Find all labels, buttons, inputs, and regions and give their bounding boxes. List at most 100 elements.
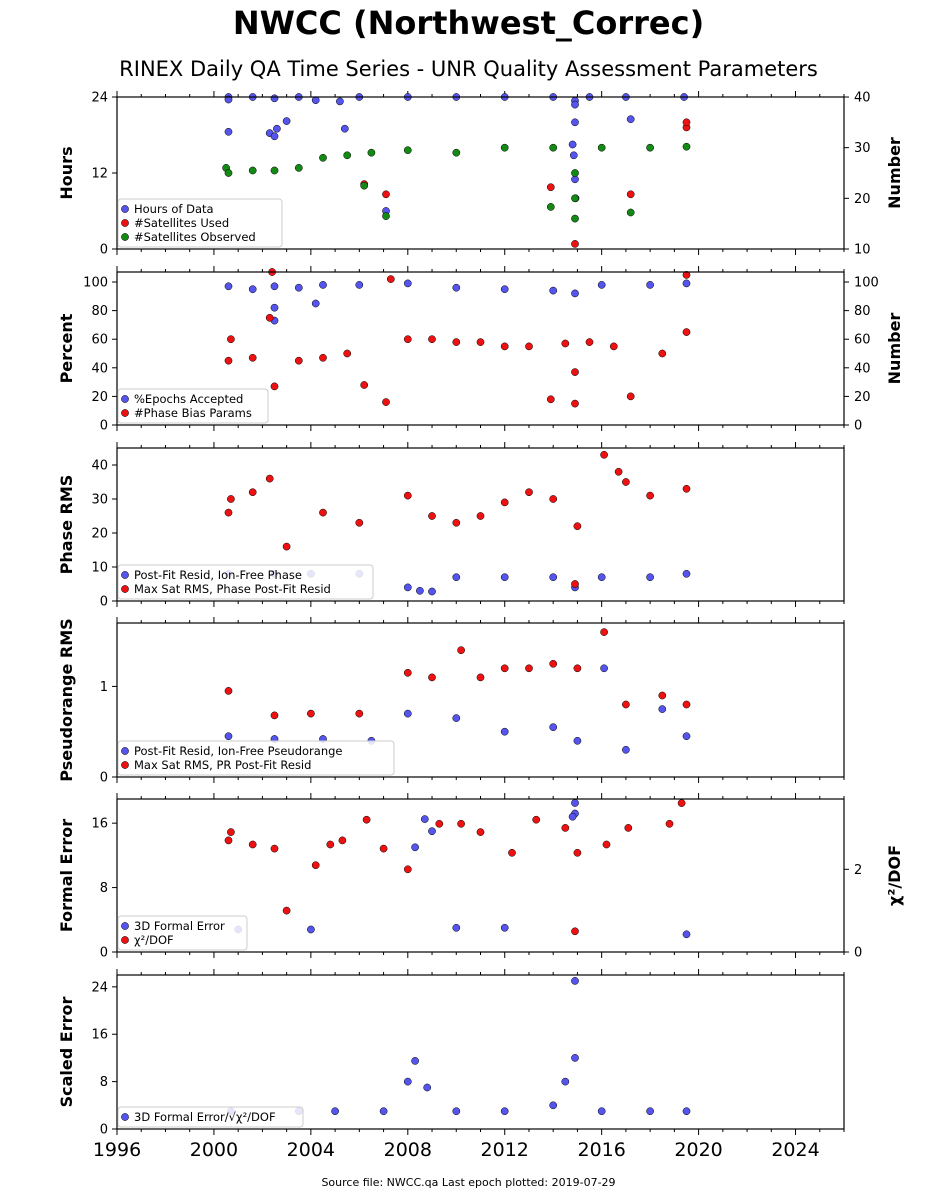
y-tick-label: 0 xyxy=(100,243,108,258)
data-point xyxy=(227,495,235,503)
legend-box xyxy=(117,1106,304,1128)
x-tick-label: 1996 xyxy=(93,1139,141,1161)
data-point xyxy=(600,628,608,636)
data-point xyxy=(248,285,257,294)
data-point xyxy=(568,812,577,821)
data-point xyxy=(571,927,579,936)
data-point xyxy=(294,283,303,292)
panel-3: 0 10 20 30 40 Phase RMS Post-Fit Resid, Ion-Fr… xyxy=(57,442,845,610)
panel-6: 0 8 16 24 Scaled Error 3D Formal Error/√χ²/DO… xyxy=(57,969,845,1161)
data-point xyxy=(311,299,320,308)
y-tick-label: 80 xyxy=(91,304,108,319)
data-point xyxy=(319,281,327,289)
data-point xyxy=(386,275,395,283)
data-point xyxy=(265,474,274,483)
data-point xyxy=(646,281,654,289)
chart-subtitle: RINEX Daily QA Time Series - UNR Quality… xyxy=(119,57,818,81)
data-point xyxy=(457,646,465,655)
data-point xyxy=(265,313,274,322)
data-point xyxy=(546,395,555,404)
data-point xyxy=(428,587,436,596)
plot-frame xyxy=(116,96,845,250)
data-point xyxy=(270,282,279,291)
data-point xyxy=(525,488,533,497)
legend-label: #Phase Bias Params xyxy=(134,406,252,420)
data-point xyxy=(626,190,635,199)
x-tick-label: 2000 xyxy=(190,1139,238,1161)
data-point xyxy=(571,399,579,408)
data-point xyxy=(319,353,327,362)
y-tick-label: 60 xyxy=(91,333,108,348)
plot-frame xyxy=(116,271,845,426)
legend-box xyxy=(117,915,248,951)
data-point xyxy=(476,828,485,836)
data-point xyxy=(270,132,279,141)
y-tick-label: 8 xyxy=(100,1075,108,1090)
data-point xyxy=(682,1107,691,1116)
data-point xyxy=(403,335,412,344)
y-tick-label: 20 xyxy=(91,527,108,542)
data-point xyxy=(270,844,279,853)
data-point xyxy=(362,815,371,824)
data-point xyxy=(379,844,388,853)
data-point xyxy=(343,151,352,160)
data-point xyxy=(379,1107,388,1116)
data-point xyxy=(227,828,235,836)
data-point xyxy=(646,1107,654,1116)
data-point xyxy=(626,392,635,401)
data-point xyxy=(573,736,582,745)
data-point xyxy=(573,848,582,857)
data-point xyxy=(428,335,436,344)
data-point xyxy=(326,840,335,849)
data-point xyxy=(508,848,516,857)
data-point xyxy=(500,342,509,351)
y-tick-label-right: 0 xyxy=(854,946,862,961)
data-point xyxy=(682,930,691,939)
legend-label: Max Sat RMS, Phase Post-Fit Resid xyxy=(134,582,331,596)
data-point xyxy=(452,573,461,582)
data-point xyxy=(403,709,412,718)
data-point xyxy=(355,709,364,718)
data-point xyxy=(626,115,635,124)
data-point xyxy=(224,282,233,291)
data-point xyxy=(270,711,279,720)
data-point xyxy=(224,732,233,741)
data-point xyxy=(626,208,635,217)
legend-box xyxy=(117,564,374,600)
data-point xyxy=(403,865,412,874)
y-tick-label: 40 xyxy=(91,459,108,474)
data-point xyxy=(622,745,630,754)
legend-marker xyxy=(121,233,129,241)
data-point xyxy=(403,491,412,500)
y-tick-label-right: 40 xyxy=(854,361,871,376)
data-point xyxy=(355,281,364,289)
data-point xyxy=(452,283,461,292)
data-point xyxy=(622,478,630,486)
data-point xyxy=(248,488,257,497)
data-point xyxy=(319,153,327,162)
data-point xyxy=(403,279,412,288)
legend-marker xyxy=(121,747,129,755)
data-point xyxy=(597,143,606,152)
legend-marker xyxy=(121,409,129,417)
data-point xyxy=(646,491,654,500)
data-point xyxy=(224,687,233,695)
x-tick-label: 2016 xyxy=(577,1139,625,1161)
source-note: Source file: NWCC.qa Last epoch plotted:… xyxy=(321,1176,616,1189)
data-point xyxy=(571,368,579,376)
data-point xyxy=(525,342,533,351)
data-point xyxy=(360,381,369,389)
data-point xyxy=(476,512,485,520)
data-point xyxy=(311,861,320,870)
legend-marker xyxy=(121,395,129,403)
data-point xyxy=(224,95,233,104)
data-point xyxy=(428,512,436,520)
y-tick-label: 10 xyxy=(91,561,108,576)
legend-marker xyxy=(121,585,129,593)
data-point xyxy=(624,824,633,832)
data-point xyxy=(600,450,608,459)
data-point xyxy=(571,240,579,248)
y-axis-title: Pseudorange RMS xyxy=(57,618,76,781)
y-axis-title: Scaled Error xyxy=(57,997,76,1108)
data-point xyxy=(677,799,686,807)
